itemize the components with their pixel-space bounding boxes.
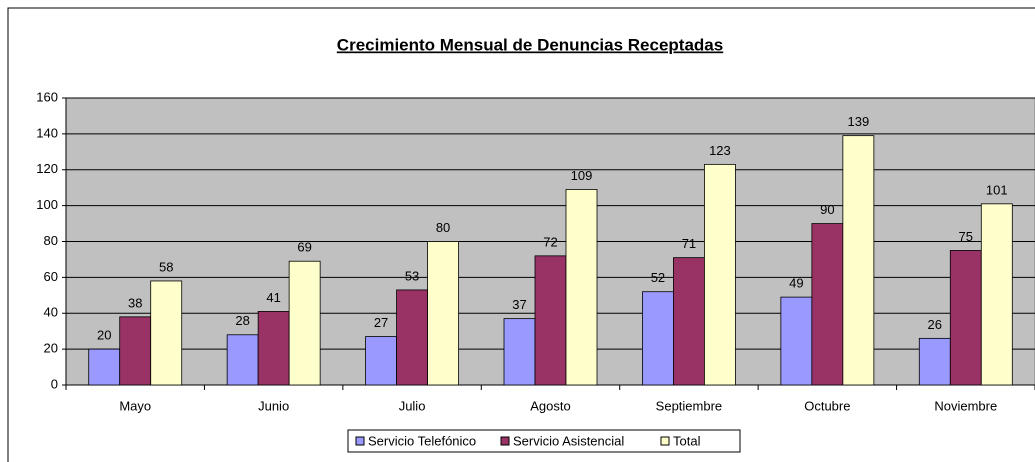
bar (780, 296, 813, 386)
x-tick-label: Octubre (804, 398, 850, 413)
legend-swatch (355, 436, 365, 446)
bar (949, 250, 982, 386)
x-tick-label: Junio (258, 398, 289, 413)
bar (119, 316, 152, 386)
data-label: 37 (512, 297, 526, 312)
data-label: 123 (709, 143, 731, 158)
y-tick-label: 120 (36, 161, 58, 176)
data-label: 80 (436, 220, 450, 235)
bar (150, 280, 183, 386)
data-label: 53 (405, 268, 419, 283)
bar (226, 334, 259, 386)
bar (257, 311, 290, 386)
legend-swatch (660, 436, 670, 446)
data-label: 75 (959, 229, 973, 244)
y-tick-label: 0 (51, 376, 58, 391)
data-label: 49 (789, 276, 803, 291)
y-tick-label: 100 (36, 197, 58, 212)
data-label: 101 (986, 182, 1008, 197)
bar (673, 257, 705, 386)
bar (842, 135, 875, 386)
data-label: 41 (266, 290, 280, 305)
bar (427, 241, 459, 386)
bar (642, 291, 674, 386)
chart-title: Crecimiento Mensual de Denuncias Recepta… (337, 35, 723, 54)
legend-label: Servicio Asistencial (513, 433, 624, 448)
legend-swatch (500, 436, 510, 446)
data-label: 71 (682, 236, 696, 251)
x-tick-label: Septiembre (656, 398, 722, 413)
data-label: 27 (374, 315, 388, 330)
data-label: 20 (97, 328, 111, 343)
bar (88, 348, 121, 386)
data-label: 52 (651, 270, 665, 285)
y-tick-label: 140 (36, 125, 58, 140)
data-label: 139 (848, 114, 870, 129)
bar (503, 318, 536, 386)
data-label: 58 (159, 259, 173, 274)
bar (396, 289, 428, 386)
bar (288, 260, 321, 386)
data-label: 69 (297, 240, 311, 255)
bar (811, 223, 844, 386)
y-tick-label: 160 (36, 89, 58, 104)
x-tick-label: Julio (399, 398, 426, 413)
legend-box (347, 429, 741, 453)
data-label: 38 (128, 295, 142, 310)
bar (365, 336, 397, 386)
bar (565, 189, 598, 386)
data-label: 90 (820, 202, 834, 217)
data-label: 28 (235, 313, 249, 328)
y-tick-label: 80 (44, 233, 58, 248)
y-tick-label: 60 (44, 269, 58, 284)
x-tick-label: Noviembre (934, 398, 997, 413)
bar (704, 163, 736, 386)
data-label: 26 (928, 317, 942, 332)
x-tick-label: Agosto (530, 398, 570, 413)
bar (534, 255, 567, 386)
y-tick-label: 20 (44, 341, 58, 356)
bar (980, 203, 1013, 386)
legend-label: Servicio Telefónico (368, 433, 476, 448)
y-tick-label: 40 (44, 305, 58, 320)
bar (918, 337, 951, 386)
data-label: 109 (571, 168, 593, 183)
legend-label: Total (673, 433, 701, 448)
data-label: 72 (543, 234, 557, 249)
x-tick-label: Mayo (119, 398, 151, 413)
